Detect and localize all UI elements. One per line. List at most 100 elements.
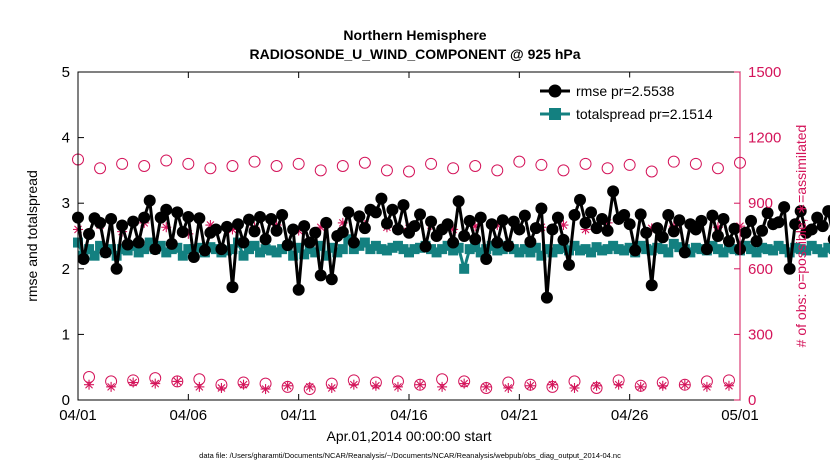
totalspread-point — [690, 242, 701, 253]
totalspread-point — [514, 247, 525, 258]
obs-possible-point — [711, 162, 724, 175]
totalspread-point — [332, 247, 343, 258]
obs-assimilated-point — [392, 381, 403, 392]
totalspread-point — [448, 245, 459, 256]
totalspread-point — [817, 247, 828, 258]
rmse-point — [441, 218, 454, 231]
y-tick-label: 1 — [62, 326, 70, 343]
rmse-point — [673, 214, 686, 227]
rmse-point — [463, 214, 476, 227]
obs-possible-point — [689, 157, 702, 170]
asterisk-stroke — [526, 381, 535, 390]
rmse-point — [414, 208, 427, 221]
rmse-point — [601, 224, 614, 237]
rmse-point — [645, 279, 658, 292]
rmse-point — [347, 236, 360, 249]
rmse-point — [750, 235, 763, 248]
rmse-point — [485, 218, 498, 231]
rmse-point — [226, 281, 239, 294]
rmse-point — [778, 201, 791, 214]
obs-possible-point — [447, 162, 460, 175]
rmse-point — [259, 233, 272, 246]
rmse-point — [745, 214, 758, 227]
totalspread-point — [321, 250, 332, 261]
rmse-point — [342, 206, 355, 219]
obs-assimilated-point — [348, 379, 359, 390]
rmse-point — [574, 193, 587, 206]
rmse-point — [529, 222, 542, 235]
totalspread-point — [398, 244, 409, 255]
rmse-point — [689, 223, 702, 236]
rmse-point — [298, 220, 311, 233]
rmse-point — [425, 215, 438, 228]
totalspread-point — [806, 240, 817, 251]
totalspread-point — [172, 242, 183, 253]
totalspread-point — [354, 240, 365, 251]
rmse-point — [706, 209, 719, 222]
asterisk-stroke — [460, 379, 469, 388]
totalspread-point — [790, 242, 801, 253]
totalspread-point — [619, 245, 630, 256]
rmse-point — [231, 218, 244, 231]
rmse-point — [678, 246, 691, 259]
rmse-point — [248, 225, 261, 238]
obs-possible-point — [171, 375, 184, 388]
rmse-point — [772, 216, 785, 229]
rmse-point — [811, 211, 824, 224]
totalspread-point — [392, 240, 403, 251]
obs-assimilated-point — [150, 378, 161, 389]
rmse-point — [127, 215, 140, 228]
totalspread-point — [343, 234, 354, 245]
obs-assimilated-point — [525, 380, 536, 391]
totalspread-point — [177, 250, 188, 261]
totalspread-point — [409, 244, 420, 255]
obs-assimilated-point — [326, 382, 337, 393]
data-layer — [72, 153, 830, 396]
totalspread-point — [652, 242, 663, 253]
asterisk-stroke — [261, 385, 270, 393]
asterisk-stroke — [636, 382, 645, 391]
rmse-point — [524, 235, 537, 248]
totalspread-point — [431, 247, 442, 258]
totalspread-point — [370, 240, 381, 251]
rmse-point — [99, 246, 112, 259]
rmse-point — [496, 214, 509, 227]
x-tick-label: 05/01 — [721, 407, 759, 424]
legend-marker-rmse — [548, 84, 562, 98]
totalspread-point — [133, 247, 144, 258]
totalspread-point — [464, 244, 475, 255]
totalspread-point — [376, 244, 387, 255]
obs-possible-point — [579, 157, 592, 170]
totalspread-point — [718, 247, 729, 258]
obs-possible-point — [248, 155, 261, 168]
totalspread-point — [580, 244, 591, 255]
rmse-point — [369, 206, 382, 219]
obs-possible-point — [535, 158, 548, 171]
totalspread-point — [624, 242, 635, 253]
rmse-point — [160, 203, 173, 216]
asterisk-stroke — [239, 380, 248, 389]
totalspread-point — [359, 237, 370, 248]
asterisk-stroke — [702, 382, 711, 391]
rmse-point — [116, 219, 129, 232]
totalspread-point — [773, 240, 784, 251]
totalspread-point — [227, 244, 238, 255]
rmse-point — [474, 211, 487, 224]
obs-possible-point — [204, 162, 217, 175]
totalspread-point — [299, 249, 310, 260]
totalspread-point — [641, 244, 652, 255]
rmse-point — [281, 239, 294, 252]
obs-possible-point — [336, 160, 349, 173]
chart-title: Northern Hemisphere — [343, 27, 486, 43]
obs-assimilated-point — [481, 381, 492, 392]
obs-assimilated-point — [591, 380, 602, 391]
obs-possible-point — [414, 378, 427, 391]
obs-possible-point — [94, 162, 107, 175]
rmse-point — [83, 228, 96, 241]
rmse-point — [711, 230, 724, 242]
totalspread-point — [271, 247, 282, 258]
asterisk-stroke — [85, 380, 93, 389]
rmse-point — [822, 205, 830, 218]
asterisk-stroke — [107, 382, 116, 391]
rmse-point — [739, 226, 752, 239]
